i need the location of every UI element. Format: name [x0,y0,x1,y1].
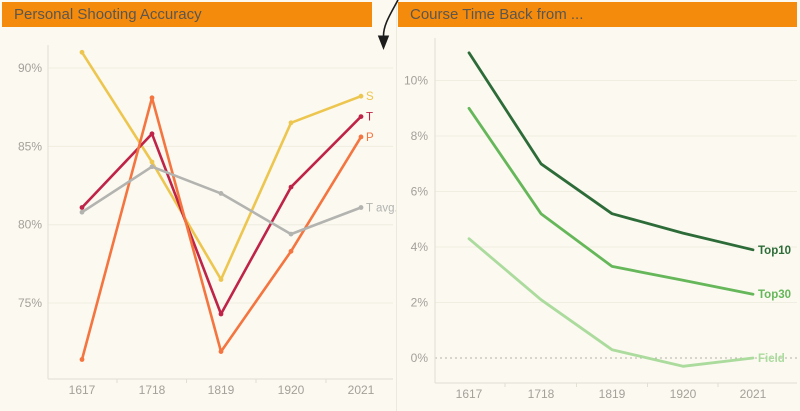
y-tick-label: 75% [18,296,42,310]
down-arrow-annotation-icon [377,0,399,50]
series-marker-s [358,93,364,99]
y-tick-label: 6% [411,185,429,199]
series-label-t-avg: T avg. [366,203,396,215]
series-label-field: Field [758,353,785,365]
personal-shooting-accuracy-chart: 90% 85% 80% 75% 1617 1718 1819 1920 2021 STP T avg… [18,45,396,397]
arrow-curve [382,0,399,38]
right-chart-title: Course Time Back from ... [398,2,797,27]
series-label-s: S [366,91,374,103]
arrow-head [377,35,390,50]
series-marker-s [149,159,155,165]
left-chart-title: Personal Shooting Accuracy [2,2,372,27]
series-marker-s [288,120,294,126]
y-tick-label: 0% [411,351,429,365]
series-marker-p [358,134,364,140]
panel-divider [396,0,397,411]
series-marker-s [218,277,224,282]
y-tick-label: 85% [18,139,42,153]
series-marker-t [358,114,364,119]
x-tick-label: 1920 [278,383,305,397]
series-label-p: P [366,132,374,144]
series-line-s [80,50,363,281]
series-label-top30: Top30 [758,289,791,301]
series-line-p [80,96,363,361]
series-marker-t [288,184,294,190]
y-tick-label: 4% [411,240,429,254]
series-marker-s [79,49,85,55]
x-tick-label: 1819 [599,387,626,401]
x-tick-label: 1819 [208,383,235,397]
y-tick-label: 80% [18,218,42,232]
series-marker-t-avg [218,191,224,196]
series-marker-p [79,357,85,362]
x-tick-label: 1920 [670,387,697,401]
series-marker-t-avg [79,209,85,215]
x-tick-label: 1718 [528,387,555,401]
series-marker-p [218,349,224,354]
series-marker-t-avg [358,205,364,210]
series-line-top10 [467,51,755,252]
x-tick-label: 2021 [348,383,375,397]
y-tick-label: 2% [411,296,429,310]
x-tick-label: 2021 [740,387,767,401]
series-label-t: T [366,112,373,124]
x-tick-label: 1718 [139,383,166,397]
x-tick-label: 1617 [456,387,483,401]
series-marker-t-avg [288,231,294,237]
course-time-back-chart: 0% 2% 4% 6% 8% 10% 1617 1718 1819 1920 2021 Top10 To… [404,38,797,401]
series-line-field [467,237,755,368]
series-marker-t [149,131,155,137]
y-tick-label: 90% [18,61,42,75]
series-line-top30 [467,106,755,296]
series-marker-p [288,248,294,254]
series-marker-t-avg [149,164,155,170]
series-label-top10: Top10 [758,245,791,257]
series-marker-t [79,205,85,210]
y-tick-label: 8% [411,129,429,143]
series-marker-p [149,95,155,101]
y-tick-label: 10% [404,74,428,88]
series-marker-t [218,311,224,317]
x-tick-label: 1617 [69,383,96,397]
